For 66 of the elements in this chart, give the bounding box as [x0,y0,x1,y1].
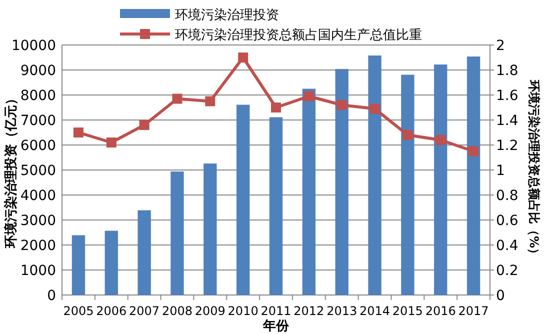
y-tick-label: 10000 [11,38,56,54]
y-tick-label: 4000 [20,188,56,204]
x-tick-label: 2017 [458,304,489,318]
y-tick-label: 5000 [20,163,56,179]
bar [302,88,316,295]
point [172,94,182,104]
y-axis-title: 环境污染治理投资（亿元） [3,92,19,249]
point [139,120,150,130]
bar [72,235,86,295]
y2-tick-label: 1 [496,163,505,179]
x-tick-label: 2012 [294,304,324,318]
y-tick-label: 6000 [20,138,56,154]
y2-tick-label: 1.6 [496,88,518,104]
y2-tick-label: 1.4 [496,113,518,129]
y-tick-label: 3000 [20,213,56,229]
x-tick-label: 2015 [392,304,423,318]
y-tick-label: 7000 [20,113,56,129]
y2-tick-label: 0 [496,288,505,304]
bar [236,104,250,295]
bar [204,164,217,295]
y2-tick-label: 0.6 [496,213,518,229]
y2-tick-label: 1.8 [496,63,518,79]
legend-label: 环境污染治理投资 [175,7,279,23]
y-tick-label: 9000 [20,63,56,79]
bar [269,117,283,295]
point [304,91,314,102]
y-tick-label: 2000 [20,238,56,254]
bar [138,210,151,295]
bar [335,69,348,295]
legend-label: 环境污染治理投资总额占国内生产总值比重 [175,27,422,43]
y-tick-label: 8000 [20,88,56,104]
y-tick-label: 1000 [20,263,56,279]
point [238,52,248,62]
y2-axis-title: 环境污染治理投资总额占比（%） [527,78,541,260]
point [370,104,380,114]
y2-tick-label: 0.4 [496,238,518,254]
x-tick-label: 2011 [260,304,292,318]
point [106,138,116,148]
x-tick-label: 2006 [96,304,127,318]
point [402,130,413,140]
x-tick-label: 2016 [425,304,456,318]
y2-tick-label: 2 [496,38,505,54]
bar [104,230,118,295]
bar [434,64,448,295]
point [205,96,216,106]
bar [401,74,414,295]
x-tick-label: 2013 [326,304,358,318]
point [271,102,281,112]
bar [466,56,480,295]
x-axis-title: 年份 [262,319,290,334]
x-tick-label: 2009 [194,304,226,318]
point [73,128,84,138]
x-tick-label: 2008 [162,304,193,318]
y2-tick-label: 0.8 [496,188,518,204]
y-tick-label: 0 [47,288,56,304]
x-tick-label: 2010 [228,304,258,318]
bar [368,56,382,295]
y2-tick-label: 1.2 [496,138,518,154]
bar [170,172,184,295]
x-tick-label: 2007 [129,304,160,318]
x-tick-label: 2014 [359,304,390,318]
y2-tick-label: 0.2 [496,263,518,279]
point [468,146,479,156]
point [336,100,347,110]
x-tick-label: 2005 [63,304,94,318]
point [436,135,446,145]
